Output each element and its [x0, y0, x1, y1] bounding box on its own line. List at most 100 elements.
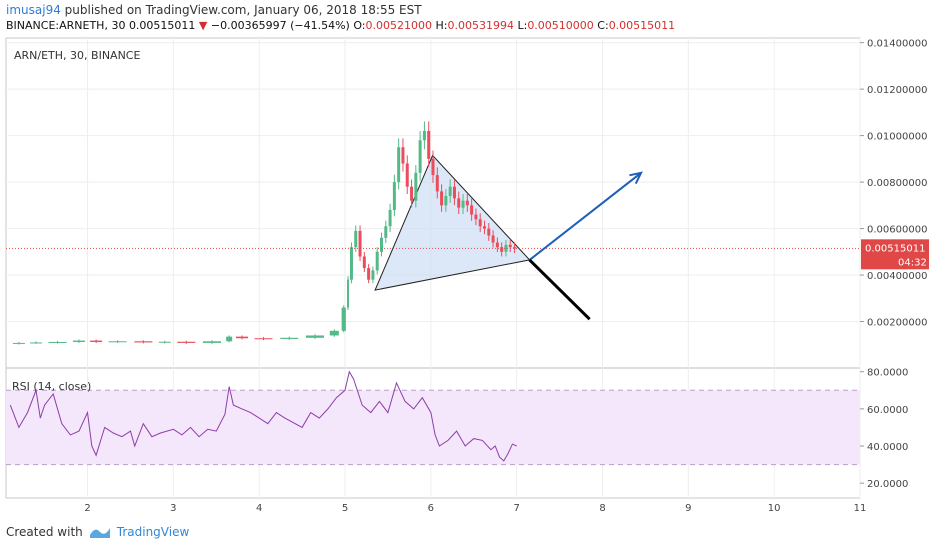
x-tick-label: 6 [428, 503, 434, 514]
candle-body [448, 186, 452, 197]
candle-body [375, 251, 379, 271]
author-link[interactable]: imusaj94 [6, 3, 61, 17]
candle-body [108, 341, 127, 343]
y-tick-label: 0.01200000 [867, 85, 927, 96]
created-with-text: Created with [6, 525, 83, 539]
rsi-y-tick-label: 40.0000 [867, 442, 908, 453]
candle-body [508, 244, 512, 248]
main-chart-title: ARN/ETH, 30, BINANCE [14, 49, 140, 62]
candle-body [48, 341, 67, 343]
candle-body [254, 338, 273, 340]
footer: Created with TradingView [6, 525, 189, 539]
tradingview-link[interactable]: TradingView [116, 525, 190, 539]
x-tick-label: 5 [342, 503, 348, 514]
candle-body [177, 341, 196, 343]
x-tick-label: 3 [170, 503, 176, 514]
rsi-title: RSI (14, close) [12, 380, 91, 393]
candle-body [422, 130, 426, 141]
candle-body [401, 147, 405, 164]
y-tick-label: 0.01400000 [867, 39, 927, 50]
candle-body [405, 163, 409, 187]
open-label: O: [353, 19, 366, 32]
candle-body [72, 340, 85, 342]
x-tick-label: 9 [685, 503, 691, 514]
low-label: L: [517, 19, 528, 32]
candle-body [461, 200, 465, 208]
candle-body [280, 337, 299, 339]
y-tick-label: 0.00200000 [867, 318, 927, 329]
rsi-y-tick-label: 20.0000 [867, 479, 908, 490]
candle-body [226, 336, 233, 342]
candle-body [410, 186, 414, 201]
candle-body [427, 130, 431, 159]
candle-body [504, 244, 508, 252]
last-price-tag [861, 239, 929, 270]
rsi-line [9, 370, 517, 462]
y-tick-label: 0.00600000 [867, 225, 927, 236]
candle-body [495, 242, 499, 248]
breakout-arrow-head [629, 171, 643, 185]
candle-body [341, 307, 346, 331]
candle-body [440, 191, 444, 206]
candle-body [30, 342, 43, 344]
x-tick-label: 7 [513, 503, 519, 514]
open-value: 0.00521000 [365, 19, 432, 32]
candle-body [431, 158, 435, 176]
candle-body [478, 219, 482, 227]
candle-body [491, 235, 495, 243]
candle-body [487, 228, 491, 236]
candle-body [202, 341, 222, 343]
countdown-label: 04:32 [898, 257, 927, 268]
y-tick-label: 0.01000000 [867, 132, 927, 143]
candle-body [465, 200, 469, 206]
rsi-y-tick-label: 60.0000 [867, 405, 908, 416]
x-tick-label: 8 [599, 503, 605, 514]
low-value: 0.00510000 [527, 19, 594, 32]
axes: 2 3 4 5 6 7 8 9 10 11 0.01400000 0.01200000 0.010000… [84, 39, 929, 514]
publish-info: imusaj94 published on TradingView.com, J… [6, 3, 422, 18]
candle-body [358, 230, 362, 257]
x-tick-label: 11 [854, 503, 867, 514]
candle-body [134, 341, 153, 343]
candle-body [452, 186, 456, 199]
last-price: 0.00515011 [128, 19, 196, 32]
breakout-arrow[interactable] [528, 172, 642, 261]
candle-body [384, 226, 388, 238]
symbol-label: BINANCE:ARNETH, 30 [6, 19, 126, 32]
drawings[interactable] [528, 171, 643, 321]
last-price-label: 0.00515011 [865, 243, 925, 254]
candle-body [349, 247, 353, 280]
candle-body [444, 196, 448, 206]
candle-body [474, 214, 478, 220]
candle-body [418, 140, 422, 173]
candle-body [388, 209, 392, 227]
candle-body [392, 182, 396, 210]
ohlc-bar: BINANCE:ARNETH, 30 0.00515011 ▼ −0.00365… [6, 19, 675, 32]
candle-body [513, 247, 517, 249]
close-label: C: [597, 19, 609, 32]
high-label: H: [435, 19, 448, 32]
candle-body [354, 230, 358, 248]
rsi-y-tick-label: 80.0000 [867, 368, 908, 379]
candle-body [347, 279, 350, 308]
candle-body [457, 198, 461, 208]
close-value: 0.00515011 [608, 19, 676, 32]
candle-body [371, 270, 375, 280]
x-tick-label: 10 [768, 503, 781, 514]
candle-body [414, 172, 418, 201]
candle-body [500, 247, 504, 252]
candle-body [470, 205, 474, 215]
publish-text: published on TradingView.com, January 06… [60, 3, 422, 17]
candle-body [90, 340, 103, 342]
x-tick-label: 4 [256, 503, 262, 514]
price-pane [6, 121, 860, 345]
candle-body [236, 336, 249, 339]
triangle-pattern[interactable] [374, 154, 531, 291]
breakdown-line[interactable] [528, 258, 591, 321]
candle-body [435, 175, 439, 192]
candle-body [380, 237, 384, 252]
candle-body [367, 268, 371, 280]
down-arrow-icon: ▼ [198, 19, 208, 32]
high-value: 0.00531994 [447, 19, 514, 32]
